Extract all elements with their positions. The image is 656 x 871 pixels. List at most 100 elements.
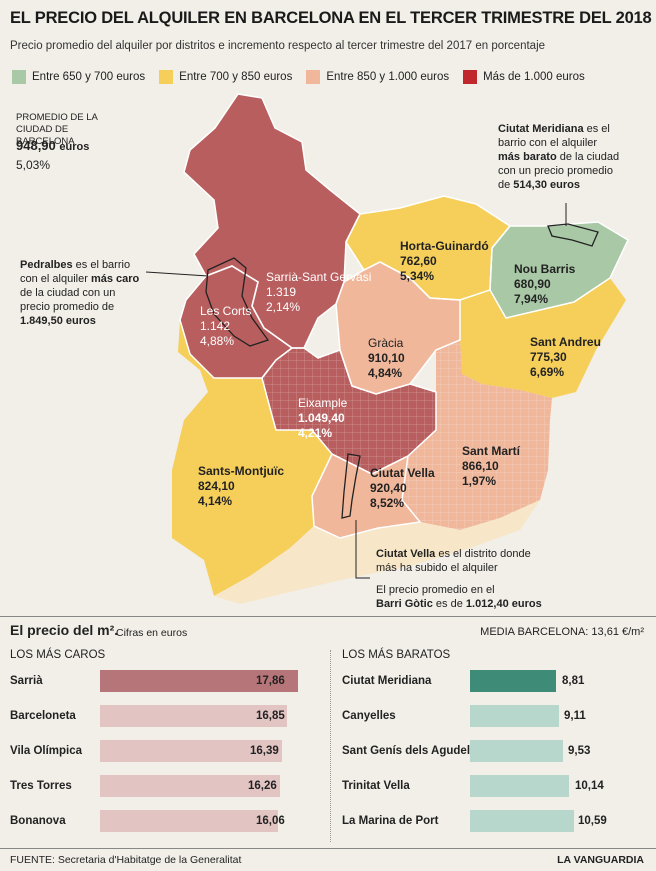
district-change: 4,88%	[200, 334, 235, 348]
district-change: 8,52%	[370, 496, 405, 510]
district-label: Horta-Guinardó 762,60 5,34%	[400, 239, 489, 284]
district-label: Sants-Montjuïc 824,10 4,14%	[198, 464, 284, 509]
expensive-bar	[100, 775, 280, 797]
district-sant-andreu	[460, 278, 626, 398]
district-change: 2,14%	[266, 300, 301, 314]
district-name: Gràcia	[368, 336, 404, 350]
district-price: 1.049,40	[298, 411, 345, 425]
cheap-bar	[470, 740, 563, 762]
note-text: de la ciudad	[556, 151, 620, 163]
legend-item: Entre 850 y 1.000 euros	[306, 70, 449, 84]
district-name: Horta-Guinardó	[400, 239, 489, 253]
legend-label: Más de 1.000 euros	[483, 71, 585, 83]
district-price: 762,60	[400, 254, 437, 268]
district-name: Ciutat Vella	[370, 466, 435, 480]
note-text: El precio promedio en el	[376, 584, 495, 596]
note-text: Ciutat Vella	[376, 548, 436, 560]
cheap-bar	[470, 810, 574, 832]
pedralbes-outline	[205, 257, 270, 347]
district-sarria-sant-gervasi	[184, 94, 360, 348]
expensive-bar	[100, 705, 287, 727]
expensive-bar	[100, 670, 298, 692]
cheap-value: 9,53	[568, 745, 591, 757]
legend-swatch	[306, 70, 321, 84]
cheap-bar	[470, 670, 556, 692]
port-area	[214, 500, 540, 604]
district-price: 775,30	[530, 350, 567, 364]
note-text: 514,30 euros	[513, 179, 580, 191]
district-name: Les Corts	[200, 304, 252, 318]
source-credit: FUENTE: Secretaria d'Habitatge de la Gen…	[10, 854, 242, 866]
legend-item: Más de 1.000 euros	[463, 70, 585, 84]
note-text: es el distrito donde	[435, 548, 531, 560]
expensive-bar	[100, 740, 282, 762]
district-name: Sant Andreu	[530, 335, 601, 349]
expensive-value: 16,39	[250, 745, 279, 757]
legend-label: Entre 850 y 1.000 euros	[326, 71, 450, 83]
district-name: Sants-Montjuïc	[198, 464, 284, 478]
city-average-unit: euros	[59, 141, 90, 153]
section-divider	[0, 616, 656, 617]
district-price: 920,40	[370, 481, 407, 495]
note-text: más ha subido el alquiler	[376, 562, 498, 574]
district-label: Sant Andreu 775,30 6,69%	[530, 335, 601, 380]
barri-gotic-outline	[341, 453, 361, 519]
cheap-row-name: Sant Genís dels Agudells	[342, 745, 480, 757]
note-text: Pedralbes	[20, 259, 73, 271]
district-price: 866,10	[462, 459, 499, 473]
district-name: Nou Barris	[514, 262, 576, 276]
district-name: Eixample	[298, 396, 348, 410]
cheap-value: 9,11	[564, 710, 586, 722]
expensive-bar	[100, 810, 278, 832]
legend: Entre 650 y 700 euros Entre 700 y 850 eu…	[12, 70, 585, 84]
district-name: Sant Martí	[462, 444, 521, 458]
cheap-value: 8,81	[562, 675, 585, 687]
district-label: Sant Martí 866,10 1,97%	[462, 444, 520, 489]
note-text: Barri Gòtic	[376, 598, 433, 610]
note-text: barrio con el alquiler	[498, 137, 598, 149]
note-text: es de	[432, 598, 466, 610]
district-change: 4,21%	[298, 426, 333, 440]
m2-subtitle: Cifras en euros	[116, 627, 188, 639]
legend-swatch	[159, 70, 174, 84]
cheap-value: 10,14	[575, 780, 604, 792]
district-price: 824,10	[198, 479, 235, 493]
expensive-row-name: Tres Torres	[10, 780, 72, 792]
district-change: 1,97%	[462, 474, 497, 488]
legend-item: Entre 650 y 700 euros	[12, 70, 145, 84]
district-name: Sarrià-Sant Gervasi	[266, 270, 372, 284]
district-nou-barris	[490, 222, 628, 318]
legend-label: Entre 650 y 700 euros	[32, 71, 146, 83]
district-label: Sarrià-Sant Gervasi 1.319 2,14%	[266, 270, 371, 315]
district-change: 4,14%	[198, 494, 233, 508]
note-text: con un precio promedio	[498, 165, 613, 177]
district-label: Nou Barris 680,90 7,94%	[514, 262, 575, 307]
district-label: Les Corts 1.142 4,88%	[200, 304, 251, 349]
note-text: con el alquiler	[20, 273, 91, 285]
district-price: 680,90	[514, 277, 551, 291]
note-text: es el	[583, 123, 610, 135]
page-title: EL PRECIO DEL ALQUILER EN BARCELONA EN E…	[10, 9, 652, 27]
district-ciutat-vella	[312, 454, 420, 538]
district-label: Ciutat Vella 920,40 8,52%	[370, 466, 435, 511]
note-pedralbes: Pedralbes es el barrio con el alquiler m…	[20, 258, 139, 328]
note-text: 1.012,40 euros	[465, 598, 542, 610]
district-change: 4,84%	[368, 366, 403, 380]
expensive-row-name: Bonanova	[10, 815, 66, 827]
district-change: 5,34%	[400, 269, 435, 283]
note-barri-gotic: El precio promedio en el Barri Gòtic es …	[376, 583, 542, 611]
expensive-row-name: Vila Olímpica	[10, 745, 83, 757]
expensive-header: LOS MÁS CAROS	[10, 649, 106, 661]
district-label: Eixample 1.049,40 4,21%	[298, 396, 347, 441]
footer-divider	[0, 848, 656, 849]
cheap-bar	[470, 705, 559, 727]
m2-title: El precio del m².	[10, 622, 119, 638]
expensive-value: 17,86	[256, 675, 285, 687]
cheap-header: LOS MÁS BARATOS	[342, 649, 451, 661]
note-ciutat-vella: Ciutat Vella es el distrito donde más ha…	[376, 547, 531, 575]
district-gracia	[336, 262, 460, 394]
note-text: 1.849,50 euros	[20, 315, 96, 327]
expensive-row-name: Barceloneta	[10, 710, 76, 722]
legend-swatch	[463, 70, 478, 84]
district-price: 910,10	[368, 351, 405, 365]
